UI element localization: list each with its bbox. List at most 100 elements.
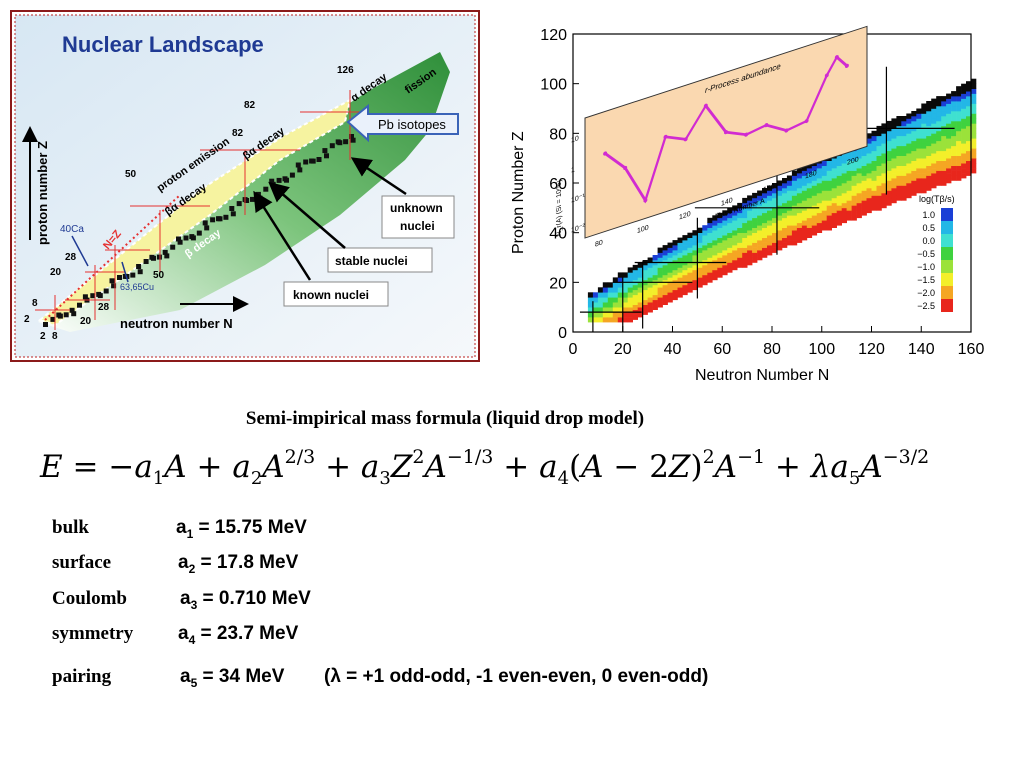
heatmap-cell <box>791 225 798 231</box>
inset-x-tick: 120 <box>679 210 691 222</box>
inset-point <box>623 165 628 171</box>
heatmap-cell <box>702 255 708 261</box>
heatmap-cell <box>717 212 723 219</box>
x-tick-label: 60 <box>713 341 731 358</box>
y-tick-labels: 0 20 40 60 80 100 120 <box>540 27 567 342</box>
heatmap-cell <box>851 150 857 156</box>
heatmap-cell <box>881 148 887 154</box>
heatmap-cell <box>871 180 877 186</box>
heatmap-cell <box>821 225 828 231</box>
heatmap-cell <box>622 312 629 318</box>
x-tick-label: 100 <box>808 341 835 358</box>
y-tick-label: 40 <box>549 226 567 243</box>
heatmap-cell <box>682 269 688 276</box>
known-nucleus-square <box>77 302 82 308</box>
heatmap-cell <box>866 153 872 159</box>
heatmap-cell <box>657 277 663 283</box>
heatmap-cell <box>866 173 872 179</box>
heatmap-cell <box>702 269 708 276</box>
heatmap-cell <box>712 220 718 226</box>
heatmap-cell <box>642 309 648 315</box>
known-nucleus-square <box>162 249 168 255</box>
heatmap-cell <box>866 207 872 214</box>
heatmap-cell <box>841 173 847 179</box>
heatmap-cell <box>901 150 907 156</box>
heatmap-cell <box>911 150 917 156</box>
heatmap-cell <box>821 210 828 216</box>
known-nucleus-square <box>103 288 109 294</box>
heatmap-cell <box>881 192 887 199</box>
heatmap-cell <box>597 292 604 298</box>
heatmap-cell <box>617 292 624 298</box>
term-name: symmetry <box>52 623 134 644</box>
heatmap-cell <box>941 120 947 127</box>
heatmap-cell <box>801 200 808 206</box>
heatmap-cell <box>692 269 698 276</box>
term-coefficient: a5 = 34 MeV <box>180 666 285 690</box>
inset-point <box>804 118 809 124</box>
heatmap-cell <box>926 135 932 142</box>
heatmap-cell <box>747 225 753 231</box>
heatmap-cell <box>712 274 718 281</box>
heatmap-cell <box>717 247 723 253</box>
heatmap-cell <box>941 180 947 186</box>
heatmap-cell <box>841 207 847 214</box>
heatmap-cell <box>906 133 912 139</box>
heatmap-cell <box>702 245 708 251</box>
formula-title: Semi-impirical mass formula (liquid drop… <box>245 408 645 429</box>
heatmap-cell <box>717 242 723 248</box>
heatmap-cell <box>836 200 842 206</box>
heatmap-cell <box>772 192 778 199</box>
heatmap-cell <box>767 240 773 246</box>
heatmap-cell <box>906 183 912 189</box>
heatmap-cell <box>712 215 718 221</box>
heatmap-cell <box>782 192 788 199</box>
heatmap-cell <box>961 123 967 129</box>
heatmap-cell <box>657 302 663 308</box>
known-nucleus-square <box>322 148 328 154</box>
heatmap-cell <box>951 160 957 166</box>
heatmap-cell <box>717 217 723 224</box>
heatmap-cell <box>617 282 624 288</box>
heatmap-cell <box>806 227 813 233</box>
heatmap-cell <box>926 116 932 122</box>
heatmap-cell <box>672 255 678 261</box>
heatmap-cell <box>936 135 942 142</box>
heatmap-cell <box>652 274 658 281</box>
heatmap-cell <box>801 230 808 236</box>
colorbar-swatch <box>941 299 953 312</box>
heatmap-cell <box>667 257 673 263</box>
heatmap-cell <box>971 78 977 84</box>
heatmap-cell <box>856 178 862 184</box>
heatmap-cell <box>662 245 668 251</box>
heatmap-cell <box>732 245 738 251</box>
heatmap-cell <box>772 197 778 204</box>
heatmap-cell <box>931 133 937 139</box>
heatmap-cell <box>866 163 872 169</box>
heatmap-cell <box>692 284 698 291</box>
inset-x-tick: 80 <box>595 238 603 248</box>
heatmap-cell <box>891 163 897 169</box>
heatmap-cell <box>677 247 683 253</box>
heatmap-cell <box>926 175 932 181</box>
heatmap-cell <box>762 227 768 233</box>
heatmap-cell <box>667 277 673 283</box>
heatmap-cell <box>662 255 668 261</box>
heatmap-cell <box>946 163 952 169</box>
heatmap-cell <box>921 183 927 189</box>
inset-y-label: N_r(A) (Si = 10^6) <box>555 179 563 238</box>
heatmap-cell <box>627 317 633 323</box>
heatmap-cell <box>841 212 847 219</box>
heatmap-cell <box>916 148 922 154</box>
heatmap-cell <box>796 212 803 219</box>
heatmap-cell <box>796 237 803 243</box>
heatmap-cell <box>891 148 897 154</box>
known-nucleus-square <box>164 253 170 259</box>
heatmap-cell <box>622 302 629 308</box>
heatmap-cell <box>951 175 957 181</box>
heatmap-cell <box>846 180 852 186</box>
heatmap-cell <box>642 294 648 301</box>
heatmap-cell <box>836 160 842 166</box>
heatmap-cell <box>801 180 808 186</box>
x-tick-label: 120 <box>858 341 885 358</box>
